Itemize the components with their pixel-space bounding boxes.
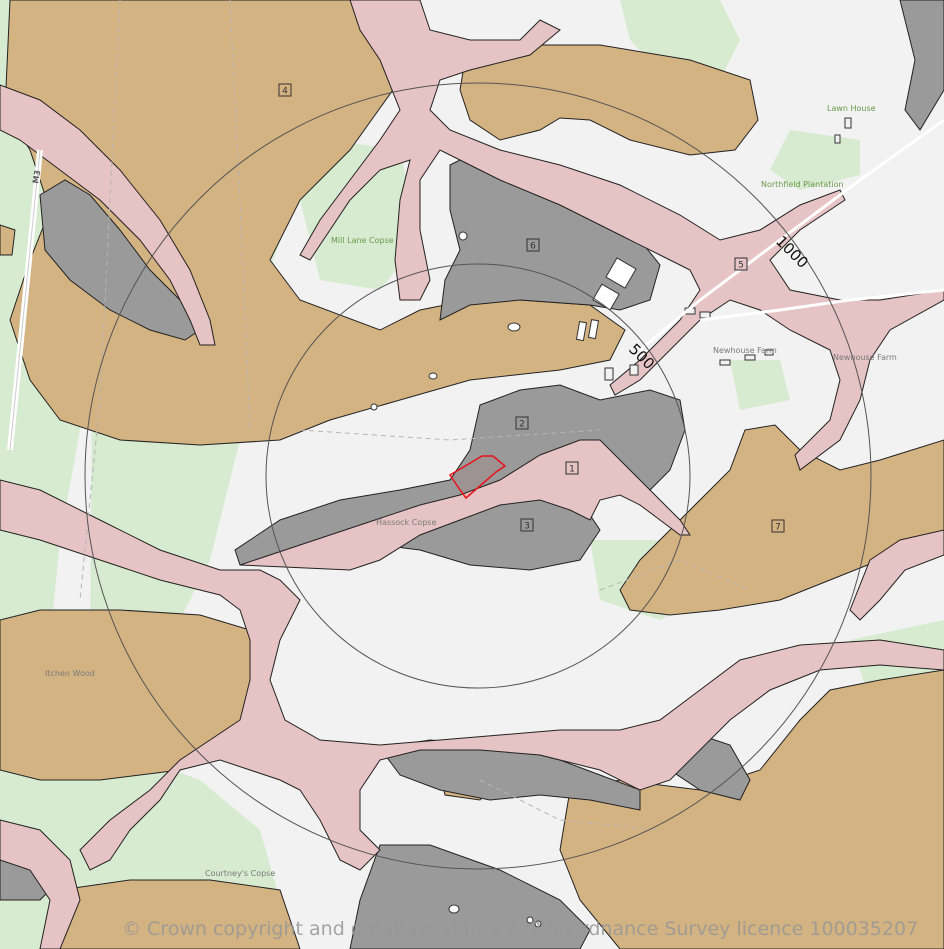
zone-marker-3[interactable]: 3 — [520, 518, 534, 532]
zone-north-oval — [459, 44, 759, 156]
road-layer — [7, 118, 944, 451]
zone-1-label: 1 — [569, 465, 575, 475]
road-label-m3: M3 — [31, 169, 42, 184]
zone-marker-2[interactable]: 2 — [515, 416, 529, 430]
zone-right-branch — [849, 529, 944, 621]
path-layer — [79, 0, 751, 831]
zone-6-label: 6 — [530, 242, 536, 252]
distance-rings — [84, 82, 872, 870]
zone-2-label: 2 — [519, 420, 525, 430]
zone-marker-7[interactable]: 7 — [771, 519, 785, 533]
zone-bottom-left-branch — [0, 819, 81, 949]
zone-4-area — [4, 0, 626, 446]
place-newhouse-farm-right: Newhouse Farm — [833, 353, 897, 362]
ring-500 — [265, 263, 691, 689]
zone-4-label: 4 — [282, 87, 288, 97]
place-courtneys-copse: Courtney's Copse — [205, 869, 275, 878]
copyright-notice: © Crown copyright and database rights 20… — [122, 918, 919, 940]
zone-marker-1[interactable]: 1 — [565, 461, 579, 475]
zone-marker-5[interactable]: 5 — [734, 257, 748, 271]
zone-top-right-grey — [899, 0, 944, 131]
zone-3-label: 3 — [524, 522, 530, 532]
place-newhouse-farm: Newhouse Farm — [713, 346, 777, 355]
zone-bottom-left — [39, 879, 301, 949]
building-layer — [370, 117, 852, 928]
place-hassock-copse: Hassock Copse — [376, 518, 436, 527]
place-itchen-wood: Itchen Wood — [45, 669, 95, 678]
zone-marker-4[interactable]: 4 — [278, 83, 292, 97]
zone-5-label: 5 — [738, 261, 744, 271]
site-boundary[interactable] — [448, 455, 507, 500]
zone-left-strip — [0, 224, 16, 256]
zone-7-label: 7 — [775, 523, 781, 533]
zone-west-network — [0, 479, 944, 871]
zone-markers: 4 6 5 2 1 3 7 — [278, 83, 785, 533]
place-lawn-house: Lawn House — [827, 104, 876, 113]
zone-marker-6[interactable]: 6 — [526, 238, 540, 252]
zone-5-network — [299, 0, 944, 471]
ring-1000 — [84, 82, 872, 870]
place-mill-lane-copse: Mill Lane Copse — [331, 236, 394, 245]
zone-nw-branch — [0, 84, 216, 346]
place-northfield-plantation: Northfield Plantation — [761, 180, 844, 189]
zone-2-3-area — [234, 384, 686, 571]
